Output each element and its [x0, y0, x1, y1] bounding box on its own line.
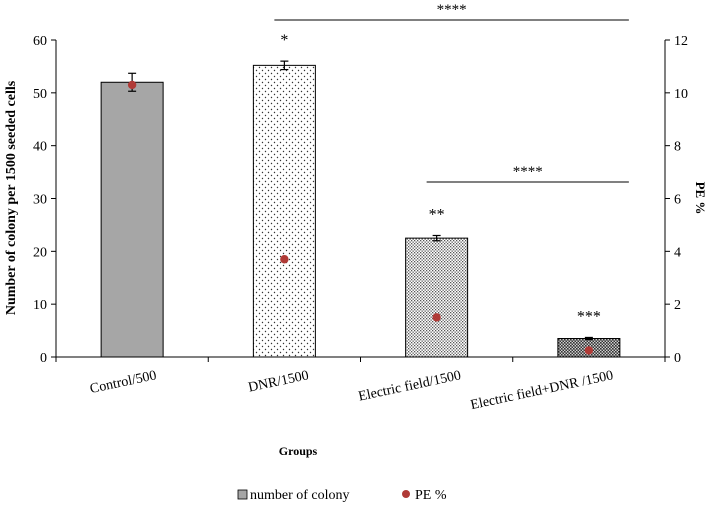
- pe-point: [584, 346, 594, 355]
- y2-tick-label: 8: [674, 140, 681, 155]
- y-axis-label: Number of colony per 1500 seeded cells: [4, 80, 19, 315]
- y2-tick-label: 10: [674, 87, 688, 102]
- bracket-label: ****: [513, 164, 543, 180]
- y-tick-label: 20: [33, 245, 47, 260]
- legend-label-colony: number of colony: [250, 488, 350, 503]
- significance-label: ***: [577, 308, 601, 325]
- y2-tick-label: 4: [674, 245, 681, 260]
- y2-tick-label: 0: [674, 351, 681, 366]
- x-tick-label: Control/500: [89, 368, 158, 397]
- x-axis-label: Groups: [279, 444, 318, 458]
- significance-label: *: [280, 32, 288, 49]
- y-tick-label: 60: [33, 34, 47, 49]
- legend-marker-pe: [402, 490, 410, 498]
- y-tick-label: 40: [33, 140, 47, 155]
- y-tick-label: 0: [40, 351, 47, 366]
- legend-label-pe: PE %: [415, 488, 447, 503]
- bracket-label: ****: [437, 2, 467, 18]
- y-tick-label: 50: [33, 87, 47, 102]
- y2-tick-label: 12: [674, 34, 688, 49]
- y2-axis-label: PE %: [693, 182, 708, 215]
- bar: [100, 81, 164, 358]
- x-tick-label: Electric field+DNR /1500: [469, 368, 614, 413]
- bar: [405, 237, 469, 358]
- pe-point: [280, 255, 289, 264]
- pe-point: [432, 313, 441, 322]
- x-tick-label: DNR/1500: [247, 368, 310, 395]
- legend: number of colony PE %: [237, 488, 447, 503]
- significance-label: **: [429, 206, 445, 223]
- x-tick-label: Electric field/1500: [357, 368, 462, 404]
- y2-tick-label: 2: [674, 298, 681, 313]
- pe-point: [127, 80, 137, 90]
- y2-tick-label: 6: [674, 193, 681, 208]
- legend-swatch-colony: [237, 489, 248, 500]
- y-tick-label: 10: [33, 298, 47, 313]
- bar: [252, 64, 316, 358]
- y-tick-label: 30: [33, 193, 47, 208]
